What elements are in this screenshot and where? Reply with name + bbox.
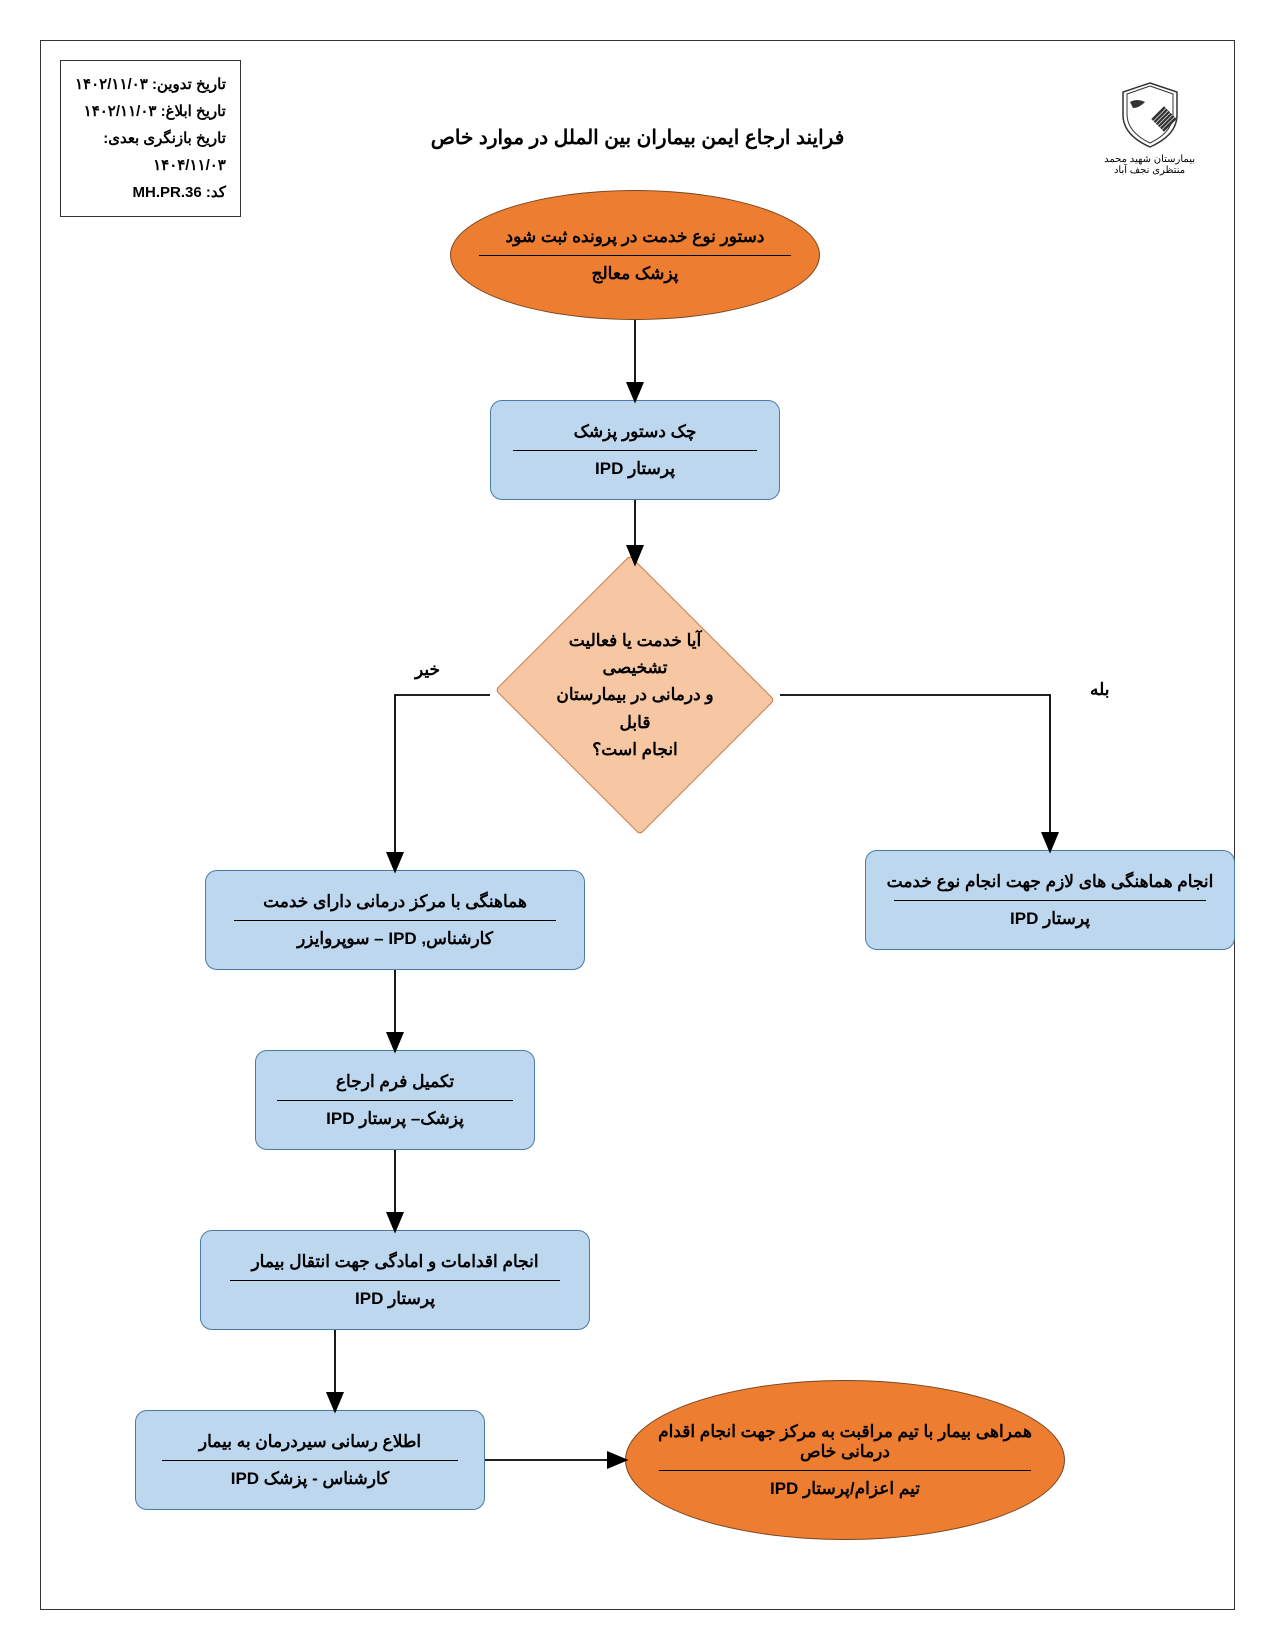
- decision-label-no: خیر: [415, 660, 440, 680]
- code-value: MH.PR.36: [133, 184, 202, 201]
- node-divider: [234, 920, 555, 921]
- decision-text: آیا خدمت یا فعالیت تشخیصیو درمانی در بیم…: [490, 560, 780, 830]
- node-divider: [894, 900, 1207, 901]
- logo-caption-2: منتظری نجف آباد: [1104, 165, 1195, 176]
- node-action-text: چک دستور پزشک: [554, 422, 717, 442]
- node-action-text: همراهی بیمار با تیم مراقبت به مرکز جهت ا…: [626, 1422, 1064, 1462]
- node-divider: [513, 450, 758, 451]
- node-role-text: تیم اعزام/پرستار IPD: [770, 1479, 920, 1499]
- node-action-text: اطلاع رسانی سیردرمان به بیمار: [179, 1432, 441, 1452]
- flow-node-n6: تکمیل فرم ارجاع پزشک– پرستار IPD: [255, 1050, 535, 1150]
- flow-node-n9: همراهی بیمار با تیم مراقبت به مرکز جهت ا…: [625, 1380, 1065, 1540]
- notify-date-row: تاریخ ابلاغ: ۱۴۰۲/۱۱/۰۳: [75, 98, 226, 125]
- compile-date-row: تاریخ تدوین: ۱۴۰۲/۱۱/۰۳: [75, 71, 226, 98]
- flow-node-n3: آیا خدمت یا فعالیت تشخیصیو درمانی در بیم…: [490, 560, 780, 830]
- node-action-text: انجام هماهنگی های لازم جهت انجام نوع خدم…: [867, 872, 1234, 892]
- code-row: کد: MH.PR.36: [75, 179, 226, 206]
- code-label: کد:: [206, 184, 226, 201]
- node-divider: [277, 1100, 513, 1101]
- flow-node-n5: انجام هماهنگی های لازم جهت انجام نوع خدم…: [865, 850, 1235, 950]
- flow-node-n4: هماهنگی با مرکز درمانی دارای خدمت کارشناس…: [205, 870, 585, 970]
- node-action-text: تکمیل فرم ارجاع: [316, 1072, 474, 1092]
- flow-node-n1: دستور نوع خدمت در پرونده ثبت شود پزشک معا…: [450, 190, 820, 320]
- review-date-value: ۱۴۰۴/۱۱/۰۳: [153, 157, 226, 174]
- decision-label-yes: بله: [1090, 680, 1109, 700]
- review-date-value-row: ۱۴۰۴/۱۱/۰۳: [75, 152, 226, 179]
- node-role-text: پرستار IPD: [355, 1289, 435, 1309]
- flow-node-n8: اطلاع رسانی سیردرمان به بیمار کارشناس - پ…: [135, 1410, 485, 1510]
- node-role-text: کارشناس - پزشک IPD: [231, 1469, 390, 1489]
- decision-text-line: و درمانی در بیمارستان قابل: [550, 681, 720, 735]
- node-action-text: هماهنگی با مرکز درمانی دارای خدمت: [243, 892, 547, 912]
- notify-date-value: ۱۴۰۲/۱۱/۰۳: [84, 103, 157, 120]
- compile-date-label: تاریخ تدوین:: [152, 76, 226, 93]
- notify-date-label: تاریخ ابلاغ:: [161, 103, 226, 120]
- flow-node-n2: چک دستور پزشک پرستار IPD: [490, 400, 780, 500]
- page-title: فرایند ارجاع ایمن بیماران بین الملل در م…: [0, 125, 1275, 150]
- node-divider: [479, 255, 792, 256]
- node-action-text: انجام اقدامات و امادگی جهت انتقال بیمار: [231, 1252, 558, 1272]
- node-role-text: پزشک– پرستار IPD: [326, 1109, 464, 1129]
- node-role-text: پرستار IPD: [595, 459, 675, 479]
- node-role-text: کارشناس, IPD – سوپروایزر: [297, 929, 493, 949]
- logo-caption-1: بیمارستان شهید محمد: [1104, 154, 1195, 165]
- decision-text-line: آیا خدمت یا فعالیت تشخیصی: [550, 627, 720, 681]
- node-role-text: پرستار IPD: [1010, 909, 1090, 929]
- node-divider: [230, 1280, 560, 1281]
- compile-date-value: ۱۴۰۲/۱۱/۰۳: [75, 76, 148, 93]
- node-action-text: دستور نوع خدمت در پرونده ثبت شود: [486, 227, 785, 247]
- decision-text-line: انجام است؟: [592, 736, 678, 763]
- node-divider: [162, 1460, 458, 1461]
- flow-node-n7: انجام اقدامات و امادگی جهت انتقال بیمار پ…: [200, 1230, 590, 1330]
- node-role-text: پزشک معالج: [592, 264, 679, 284]
- node-divider: [659, 1470, 1031, 1471]
